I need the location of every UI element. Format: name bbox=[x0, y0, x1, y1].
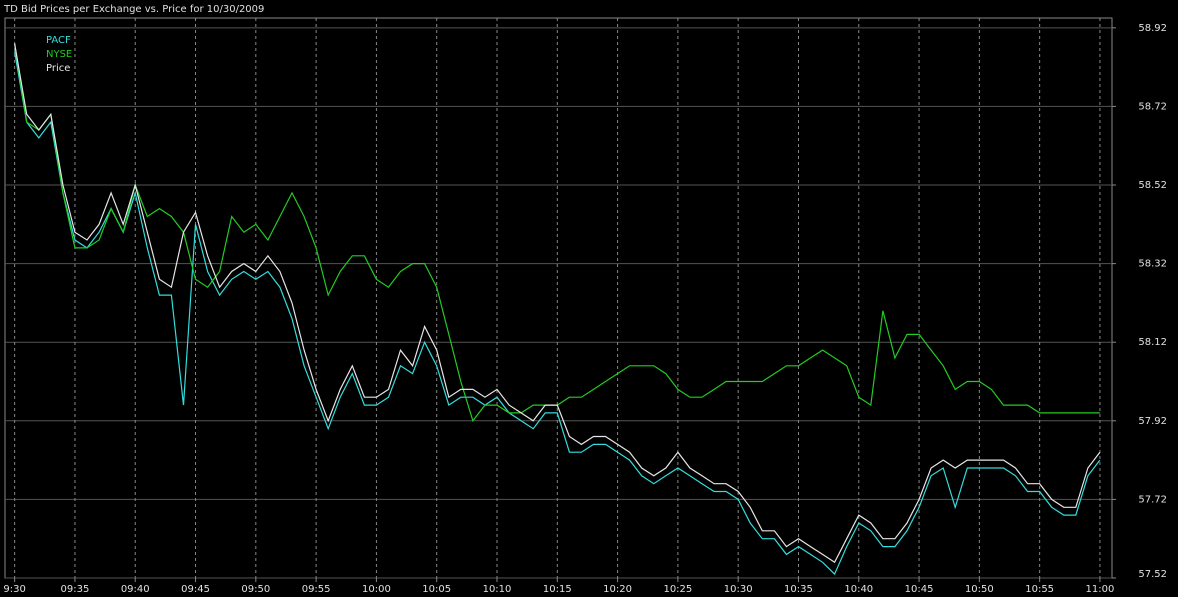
x-tick-label: 09:50 bbox=[241, 584, 270, 595]
y-tick-label: 58.92 bbox=[1138, 23, 1167, 34]
x-tick-label: 10:00 bbox=[362, 584, 391, 595]
x-tick-label: 10:20 bbox=[603, 584, 632, 595]
x-tick-label: 09:55 bbox=[302, 584, 331, 595]
y-tick-label: 58.32 bbox=[1138, 259, 1167, 270]
series-line bbox=[14, 43, 1101, 564]
y-tick-label: 58.52 bbox=[1138, 180, 1167, 191]
x-tick-label: 10:55 bbox=[1025, 584, 1054, 595]
y-tick-label: 57.92 bbox=[1138, 416, 1167, 427]
x-tick-label: 10:45 bbox=[905, 584, 934, 595]
legend-label: PACF bbox=[46, 35, 71, 46]
y-tick-label: 58.72 bbox=[1138, 101, 1167, 112]
x-tick-label: 11:00 bbox=[1086, 584, 1115, 595]
x-tick-label: 10:05 bbox=[422, 584, 451, 595]
x-tick-label: 10:10 bbox=[483, 584, 512, 595]
x-tick-label: 9:30 bbox=[3, 584, 25, 595]
legend-label: NYSE bbox=[46, 49, 72, 60]
x-tick-label: 10:40 bbox=[844, 584, 873, 595]
x-tick-label: 10:35 bbox=[784, 584, 813, 595]
series-line bbox=[14, 51, 1101, 576]
y-tick-label: 57.72 bbox=[1138, 494, 1167, 505]
x-tick-label: 09:35 bbox=[61, 584, 90, 595]
y-tick-label: 57.52 bbox=[1138, 569, 1167, 580]
x-tick-label: 10:30 bbox=[724, 584, 753, 595]
legend-label: Price bbox=[46, 63, 70, 74]
x-tick-label: 10:15 bbox=[543, 584, 572, 595]
x-tick-label: 10:25 bbox=[663, 584, 692, 595]
y-tick-label: 58.12 bbox=[1138, 337, 1167, 348]
chart-title: TD Bid Prices per Exchange vs. Price for… bbox=[3, 4, 264, 15]
x-tick-label: 10:50 bbox=[965, 584, 994, 595]
x-tick-label: 09:40 bbox=[121, 584, 150, 595]
x-tick-label: 09:45 bbox=[181, 584, 210, 595]
